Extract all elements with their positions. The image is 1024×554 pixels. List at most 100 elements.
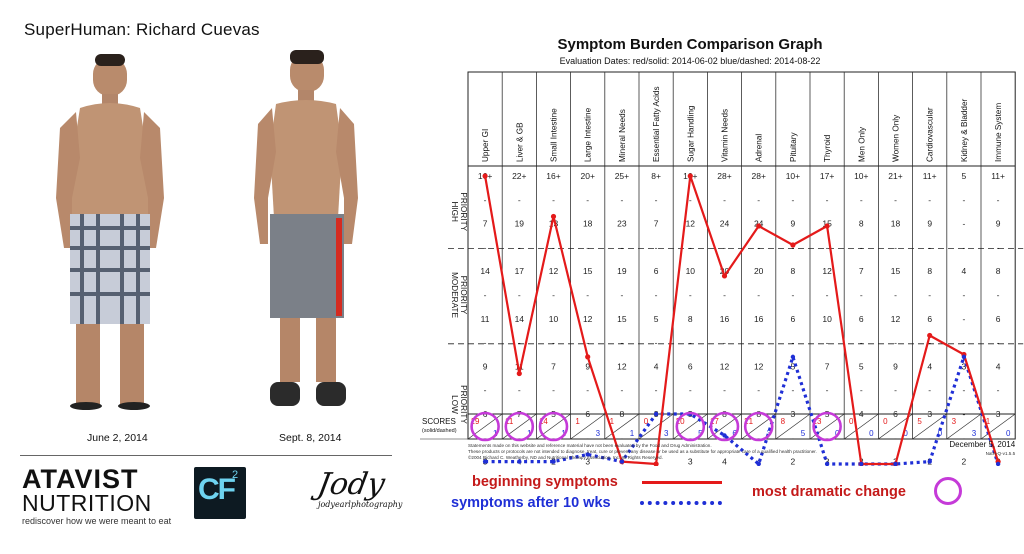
scale-value: - <box>723 290 726 300</box>
scale-value: 6 <box>859 314 864 324</box>
scale-value: - <box>518 242 521 252</box>
scale-value: 12 <box>583 314 593 324</box>
atavist-logo: ATAVIST NUTRITION rediscover how we were… <box>22 466 171 527</box>
scale-value: - <box>723 195 726 205</box>
scale-value: - <box>655 385 658 395</box>
scale-value: 16 <box>754 314 764 324</box>
score-solid: 11 <box>505 417 514 426</box>
scale-value: 10+ <box>786 171 800 181</box>
series-beginning-line <box>484 174 1000 466</box>
scale-value: 16+ <box>546 171 560 181</box>
scale-value: - <box>723 385 726 395</box>
scale-value: 18 <box>891 219 901 229</box>
series-beginning-point <box>824 223 830 229</box>
score-solid: 20 <box>676 417 685 426</box>
scale-value: 6 <box>927 314 932 324</box>
priority-label: PRIORITY <box>459 276 468 315</box>
scale-value: - <box>620 338 623 348</box>
scale-value: 3 <box>585 457 590 466</box>
priority-label: LOW <box>450 395 459 414</box>
scale-value: - <box>552 385 555 395</box>
series-after-point <box>893 461 898 466</box>
series-after-point <box>722 433 727 438</box>
scale-value: - <box>962 219 965 229</box>
scale-value: 8 <box>791 266 796 276</box>
atavist-tagline: rediscover how we were meant to eat <box>22 516 172 526</box>
scale-value: - <box>518 338 521 348</box>
series-after-point <box>790 354 796 360</box>
scale-value: - <box>757 290 760 300</box>
divider <box>20 455 392 456</box>
scale-value: 28+ <box>751 171 765 181</box>
scale-value: - <box>484 385 487 395</box>
category-label: Pituitary <box>789 132 798 162</box>
scale-value: - <box>484 433 487 443</box>
scale-value: 14 <box>480 266 490 276</box>
series-beginning-point <box>550 213 557 220</box>
scale-value: 12 <box>822 266 832 276</box>
scale-value: - <box>757 385 760 395</box>
scale-value: 9 <box>483 361 488 371</box>
scale-value: 8 <box>688 314 693 324</box>
scale-value: 15 <box>583 266 593 276</box>
legend-beginning-label: beginning symptoms <box>472 474 618 490</box>
series-after-point <box>517 459 522 464</box>
category-label: Upper GI <box>481 129 490 162</box>
scale-value: 16 <box>720 314 730 324</box>
scale-value: - <box>518 433 521 443</box>
score-dashed: 0 <box>1006 429 1011 438</box>
footnote-line: ©2004 Richard C. Weatherby, ND and Nutri… <box>468 454 663 460</box>
scale-value: - <box>997 290 1000 300</box>
dramatic-change-circle <box>743 411 774 442</box>
scale-value: 5 <box>791 361 796 371</box>
score-solid: 13 <box>813 417 822 426</box>
scale-value: - <box>860 195 863 205</box>
scale-value: - <box>962 433 965 443</box>
scale-value: - <box>655 433 658 443</box>
scale-value: - <box>791 385 794 395</box>
series-after-point <box>585 452 590 457</box>
scale-value: 5 <box>859 361 864 371</box>
score-solid: 0 <box>849 417 854 426</box>
jody-sub: jodyearlphotography <box>318 500 403 509</box>
priority-label: PRIORITY <box>459 385 468 424</box>
scale-value: 6 <box>688 361 693 371</box>
scale-value: 18 <box>583 219 593 229</box>
scale-value: 9 <box>996 219 1001 229</box>
scale-value: - <box>552 338 555 348</box>
scale-value: 4 <box>654 361 659 371</box>
scale-value: 14 <box>515 314 525 324</box>
scale-value: 10+ <box>854 171 868 181</box>
scale-value: 3 <box>825 457 830 466</box>
series-after-point <box>482 459 488 464</box>
score-solid: 1 <box>575 417 580 426</box>
legend-dashed-line <box>640 501 722 505</box>
scale-value: 7 <box>859 266 864 276</box>
footnote-line: These products or protocols are not inte… <box>468 449 817 454</box>
scale-value: 9 <box>927 219 932 229</box>
scale-value: 12 <box>720 361 730 371</box>
dramatic-change-circle <box>675 411 706 442</box>
scale-value: - <box>689 385 692 395</box>
series-beginning-point <box>516 370 522 377</box>
scale-value: 22+ <box>512 171 526 181</box>
scale-value: - <box>723 433 726 443</box>
series-beginning-point <box>653 461 659 466</box>
score-diagonal <box>570 413 606 440</box>
scale-value: - <box>757 338 760 348</box>
scale-value: 7 <box>654 219 659 229</box>
nutrition-word: NUTRITION <box>22 490 152 516</box>
scale-value: - <box>484 338 487 348</box>
score-solid: 17 <box>710 417 719 426</box>
category-label: Small Intestine <box>550 108 559 162</box>
scale-value: - <box>552 195 555 205</box>
score-solid: 0 <box>644 417 649 426</box>
scale-value: - <box>586 433 589 443</box>
scale-value: - <box>962 195 965 205</box>
scale-value: 7 <box>483 219 488 229</box>
score-dashed: 3 <box>664 429 669 438</box>
scale-value: 8+ <box>651 171 661 181</box>
scale-value: - <box>586 338 589 348</box>
scale-value: 12 <box>686 219 696 229</box>
scale-value: - <box>860 385 863 395</box>
